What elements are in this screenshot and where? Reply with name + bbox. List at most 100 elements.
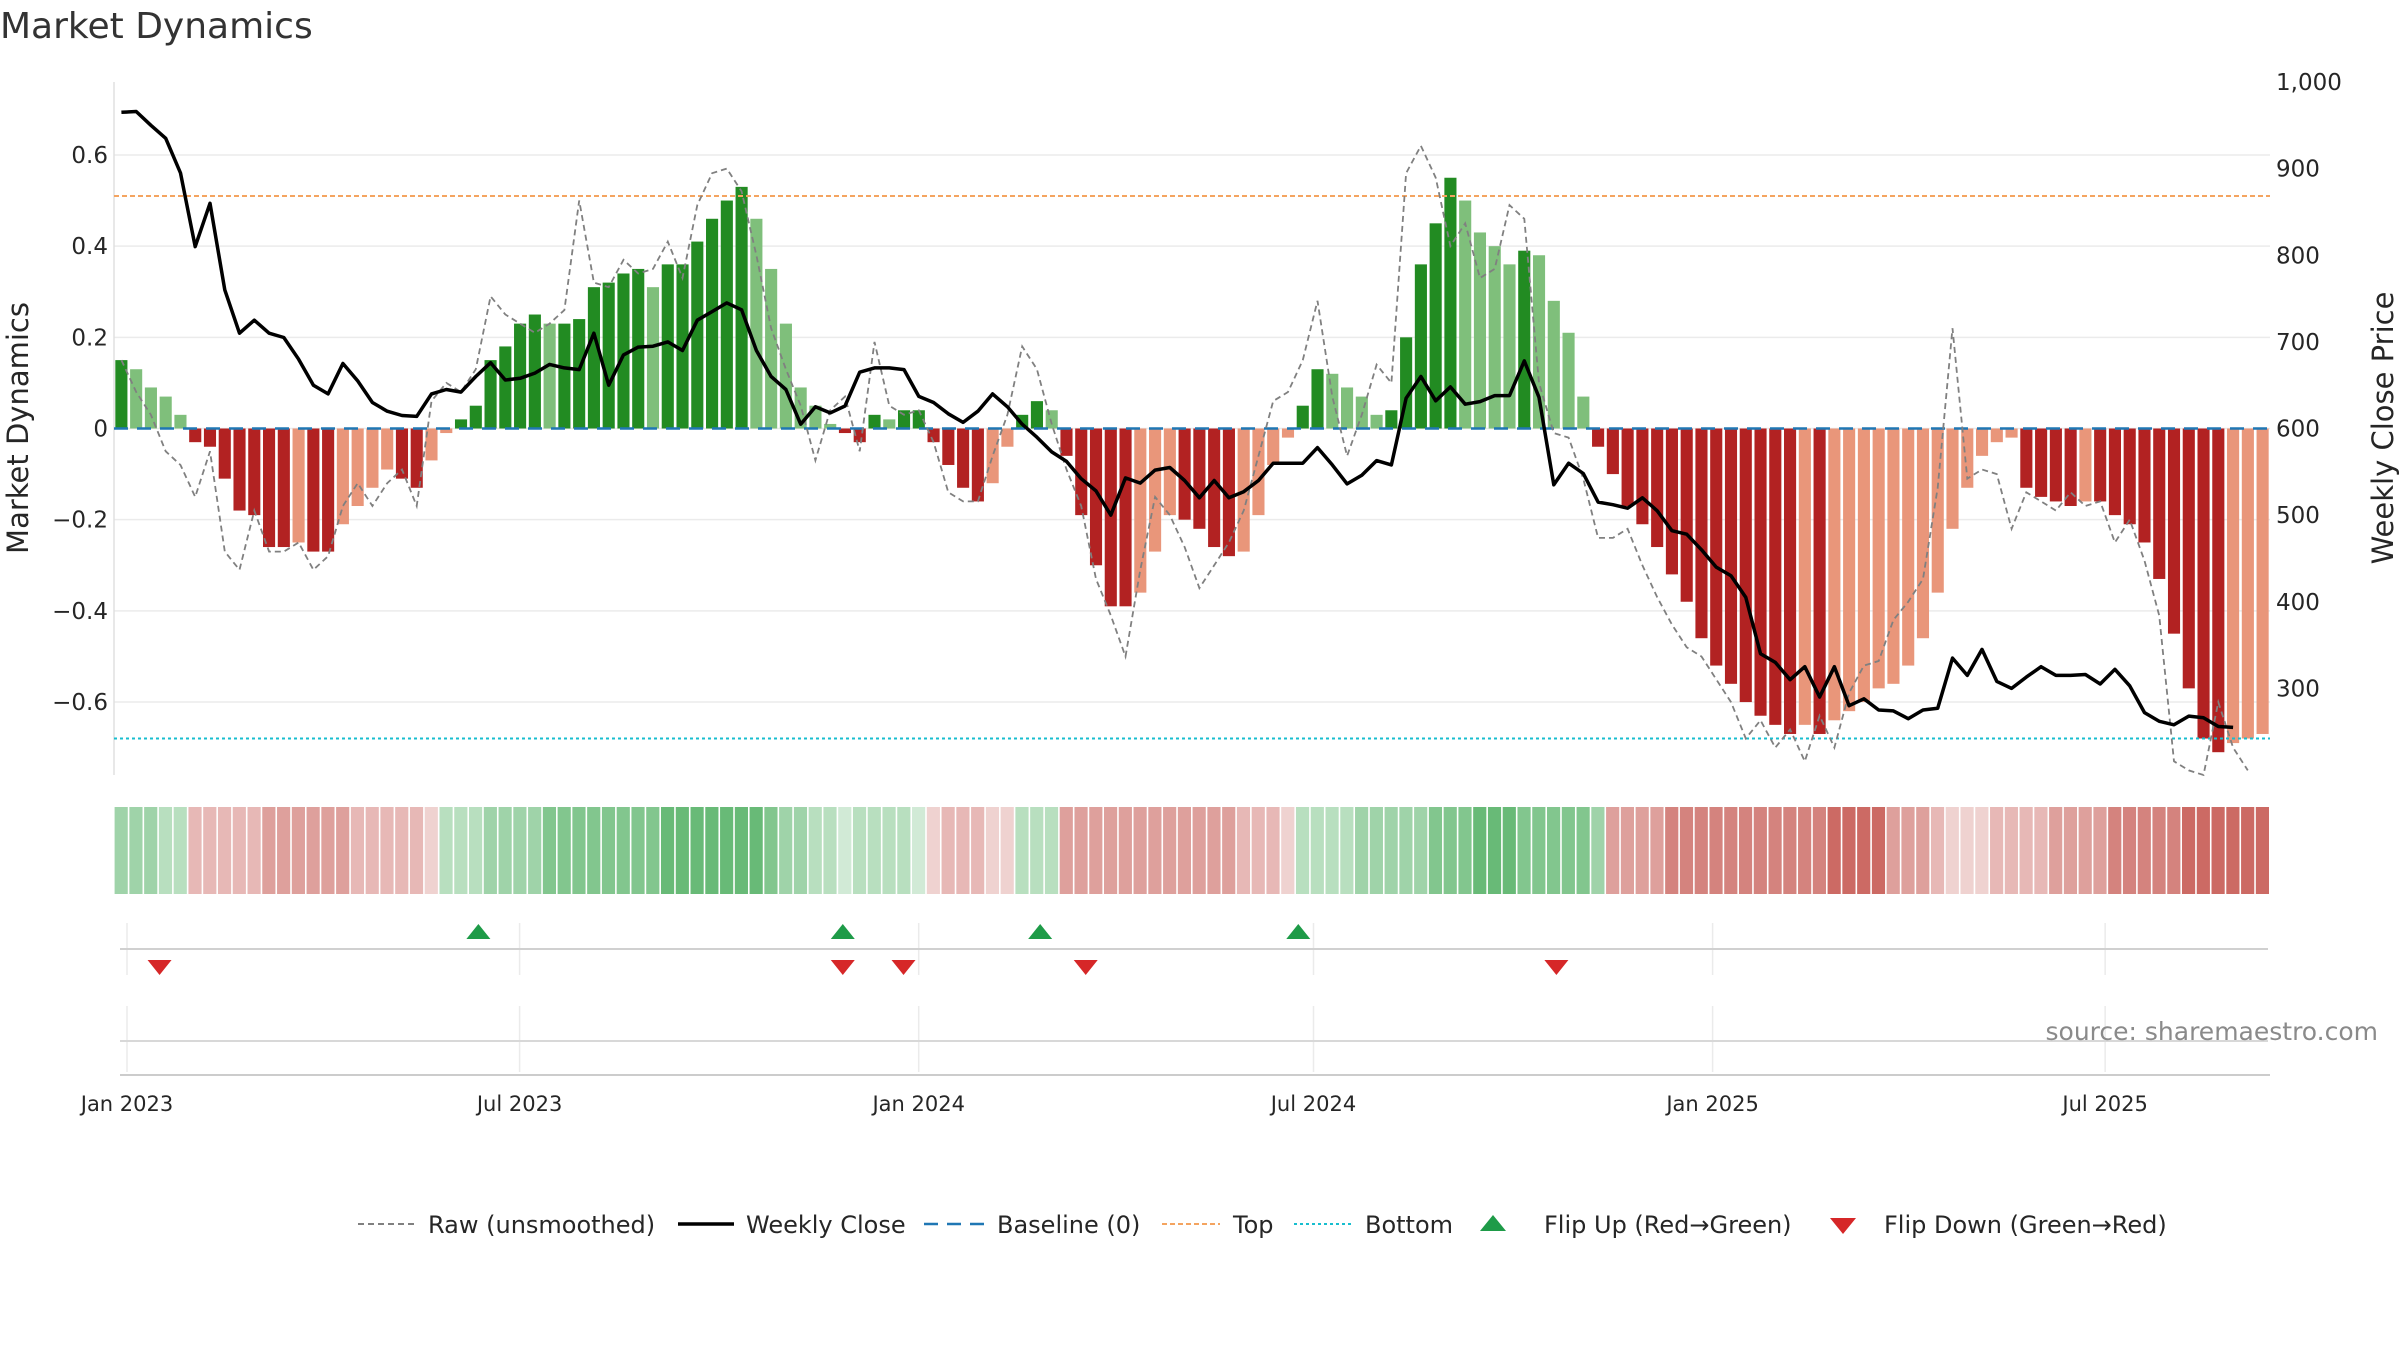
weekly-close-line — [121, 109, 2234, 730]
bar-10 — [263, 428, 276, 548]
bar-5 — [189, 428, 202, 443]
regime-cell-117 — [1842, 807, 1856, 894]
regime-cell-51 — [867, 807, 881, 894]
bar-141 — [2197, 428, 2210, 739]
regime-cell-130 — [2034, 807, 2048, 894]
bar-36 — [646, 287, 660, 429]
bar-70 — [1149, 428, 1162, 552]
bar-31 — [573, 319, 586, 429]
bar-67 — [1104, 428, 1117, 607]
bar-44 — [765, 268, 778, 429]
bar-11 — [277, 428, 290, 548]
regime-cell-122 — [1916, 807, 1930, 894]
legend-baseline-label: Baseline (0) — [997, 1211, 1140, 1239]
bar-126 — [1975, 428, 1989, 456]
left-tick-label-2: 0.2 — [71, 325, 108, 351]
bar-1 — [130, 369, 143, 429]
regime-cell-0 — [114, 807, 128, 894]
regime-cell-2 — [144, 807, 158, 894]
bar-95 — [1518, 250, 1531, 429]
regime-cell-28 — [528, 807, 542, 894]
regime-cell-11 — [277, 807, 291, 894]
regime-cell-76 — [1236, 807, 1251, 894]
bar-136 — [2123, 428, 2136, 525]
regime-cell-56 — [941, 807, 955, 894]
regime-cell-141 — [2196, 807, 2210, 894]
regime-cell-133 — [2078, 807, 2092, 894]
bar-85 — [1370, 414, 1383, 429]
bar-114 — [1798, 428, 1811, 725]
bar-49 — [838, 428, 852, 434]
regime-cell-5 — [188, 807, 202, 894]
flip-down-marker-0 — [147, 960, 172, 975]
regime-cell-119 — [1871, 807, 1886, 894]
regime-cell-116 — [1827, 807, 1841, 894]
regime-cell-20 — [409, 807, 424, 894]
regime-cell-66 — [1089, 807, 1103, 894]
bar-78 — [1267, 428, 1280, 465]
regime-cell-4 — [173, 807, 187, 894]
x-axis-ticks: Jan 2023 Jul 2023 Jan 2024 Jul 2024 Jan 2025… — [79, 1092, 2148, 1116]
flip-up-marker-2 — [1028, 924, 1053, 939]
regime-cell-83 — [1340, 807, 1354, 894]
bar-97 — [1547, 300, 1560, 429]
bar-96 — [1532, 255, 1546, 429]
regime-cell-27 — [513, 807, 527, 894]
bar-22 — [440, 428, 453, 434]
bar-132 — [2064, 428, 2077, 507]
reference-lines — [114, 194, 2270, 740]
bar-86 — [1385, 410, 1398, 429]
regime-cell-121 — [1901, 807, 1915, 894]
line-series — [120, 109, 2249, 777]
regime-cell-1 — [129, 807, 143, 894]
regime-cell-49 — [838, 807, 852, 894]
bar-39 — [691, 241, 704, 429]
regime-cell-38 — [675, 807, 689, 894]
bar-3 — [159, 396, 172, 429]
regime-cell-26 — [498, 807, 512, 894]
regime-cell-24 — [469, 807, 483, 894]
bar-137 — [2138, 428, 2151, 543]
regime-cell-30 — [557, 807, 571, 894]
bar-64 — [1060, 428, 1073, 456]
regime-cell-41 — [720, 807, 734, 894]
x-tick-label-2: Jan 2024 — [870, 1092, 965, 1116]
regime-cell-124 — [1945, 807, 1959, 894]
regime-cell-19 — [395, 807, 409, 894]
bar-24 — [469, 405, 482, 429]
regime-cell-69 — [1133, 807, 1147, 894]
regime-cell-37 — [660, 807, 675, 894]
bar-16 — [351, 428, 364, 507]
bar-82 — [1326, 373, 1339, 429]
regime-cell-127 — [1990, 807, 2004, 894]
regime-cell-111 — [1753, 807, 1767, 894]
regime-cell-43 — [749, 807, 763, 894]
flip-down-marker-3 — [1073, 960, 1098, 975]
regime-cell-33 — [601, 807, 616, 894]
left-tick-label-0: 0.6 — [71, 143, 108, 169]
regime-cell-3 — [158, 807, 173, 894]
regime-cell-32 — [587, 807, 601, 894]
bar-103 — [1636, 428, 1649, 525]
regime-cell-59 — [985, 807, 1000, 894]
left-tick-label-1: 0.4 — [71, 234, 108, 260]
bar-43 — [750, 218, 763, 429]
regime-cell-112 — [1768, 807, 1782, 894]
bar-34 — [617, 273, 630, 429]
bar-15 — [336, 428, 349, 525]
regime-cell-82 — [1325, 807, 1339, 894]
regime-cell-58 — [971, 807, 985, 894]
regime-cell-109 — [1724, 807, 1738, 894]
bar-118 — [1857, 428, 1870, 703]
bar-102 — [1621, 428, 1634, 507]
regime-cell-67 — [1103, 807, 1118, 894]
regime-cell-64 — [1059, 807, 1073, 894]
bar-29 — [543, 323, 556, 429]
regime-cell-15 — [336, 807, 350, 894]
regime-cell-71 — [1163, 807, 1177, 894]
regime-cell-95 — [1517, 807, 1531, 894]
bar-100 — [1592, 428, 1605, 447]
regime-cell-134 — [2093, 807, 2107, 894]
bar-6 — [203, 428, 217, 447]
